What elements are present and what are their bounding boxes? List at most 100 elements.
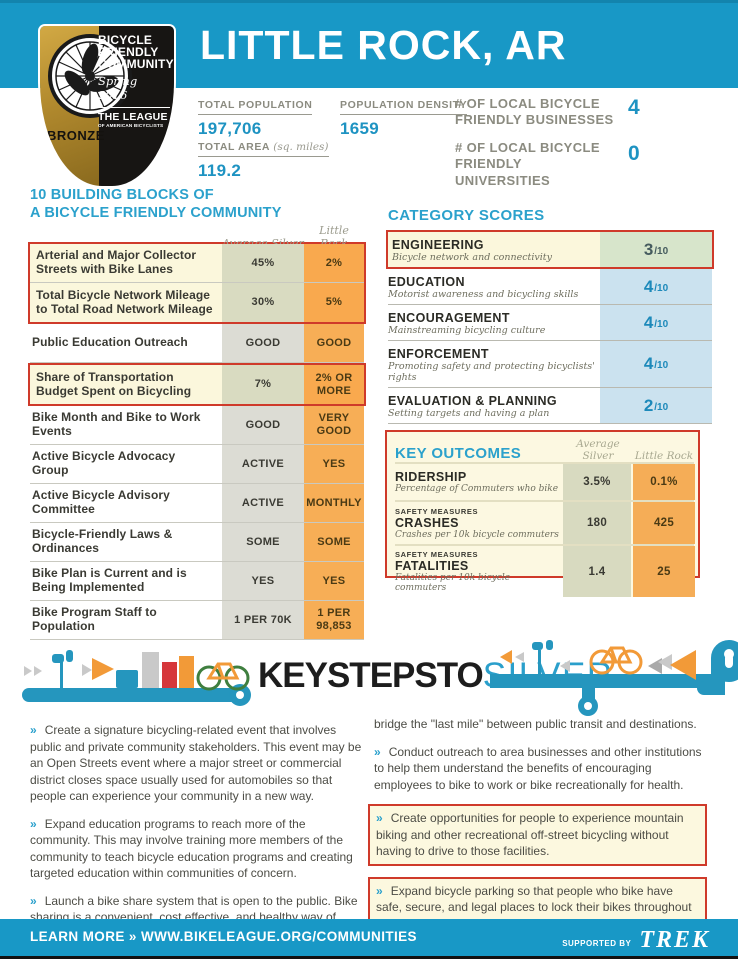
badge-word-community: COMMUNITY bbox=[98, 57, 174, 72]
outcome-row: SAFETY MEASURES CRASHES Crashes per 10k … bbox=[395, 500, 695, 544]
row-city-value: VERY GOOD bbox=[304, 406, 364, 445]
row-silver-value: YES bbox=[222, 562, 304, 601]
bicycle-wheel-icon bbox=[48, 34, 132, 118]
chevron-bullet-icon: » bbox=[30, 723, 37, 737]
table-row: Total Bicycle Network Mileage to Total R… bbox=[30, 283, 364, 323]
table-row: Arterial and Major Collector Streets wit… bbox=[30, 244, 364, 284]
footer-sponsor: SUPPORTED BY TREK bbox=[562, 927, 710, 954]
row-label: Public Education Outreach bbox=[32, 335, 188, 350]
outcome-subtitle: Fatalities per 10k bicycle commuters bbox=[395, 573, 511, 593]
row-label: Active Bicycle Advocacy Group bbox=[32, 449, 176, 478]
row-label: Active Bicycle Advisory Committee bbox=[32, 488, 170, 517]
category-score: 3/10 bbox=[600, 232, 712, 267]
row-city-value: 2% bbox=[304, 244, 364, 283]
category-label: ENFORCEMENT Promoting safety and protect… bbox=[388, 341, 600, 387]
row-label: Bike Month and Bike to Work Events bbox=[32, 410, 201, 439]
table-row: Active Bicycle Advisory Committee ACTIVE… bbox=[30, 484, 364, 524]
outcome-kicker: SAFETY MEASURES bbox=[395, 506, 479, 516]
building-blocks-table: 10 BUILDING BLOCKS OF A BICYCLE FRIENDLY… bbox=[28, 186, 366, 641]
outcome-label: SAFETY MEASURES CRASHES Crashes per 10k … bbox=[395, 502, 563, 544]
chevron-bullet-icon: » bbox=[30, 893, 37, 908]
step-paragraph-continuation: bridge the "last mile" between public tr… bbox=[374, 716, 707, 733]
category-subtitle: Mainstreaming bicycling culture bbox=[388, 325, 546, 336]
stat-label: TOTAL AREA (sq. miles) bbox=[198, 141, 329, 157]
banner-left-illustration-icon bbox=[22, 650, 251, 706]
row-city-value: SOME bbox=[304, 523, 364, 562]
badge-league-name: THE LEAGUE bbox=[98, 106, 170, 123]
highlight-group: Arterial and Major Collector Streets wit… bbox=[28, 242, 366, 325]
row-city-value: GOOD bbox=[304, 324, 364, 363]
step-paragraph: » Expand education programs to reach more… bbox=[30, 816, 363, 882]
outcome-silver-value: 1.4 bbox=[563, 546, 633, 597]
table-row: Bike Program Staff to Population 1 PER 7… bbox=[30, 601, 364, 641]
category-name: ENGINEERING bbox=[392, 238, 484, 252]
column-header-average-silver: Average Silver bbox=[576, 438, 620, 462]
category-score: 4/10 bbox=[600, 269, 712, 304]
step-text: Create a signature bicycling-related eve… bbox=[30, 723, 362, 804]
outcome-city-value: 25 bbox=[633, 546, 695, 597]
bottom-border bbox=[0, 956, 738, 959]
category-name: ENFORCEMENT bbox=[388, 347, 489, 361]
outcome-row: SAFETY MEASURES FATALITIES Fatalities pe… bbox=[395, 544, 695, 597]
banner-right-illustration-icon bbox=[490, 640, 738, 716]
chevron-bullet-icon: » bbox=[376, 811, 383, 826]
badge-league-subname: OF AMERICAN BICYCLISTS bbox=[98, 122, 164, 128]
stat-label: TOTAL POPULATION bbox=[198, 99, 313, 115]
step-text: Conduct outreach to area businesses and … bbox=[374, 744, 702, 792]
row-city-value: 2% OR MORE bbox=[304, 365, 364, 405]
badge-word-friendly: FRIENDLY bbox=[98, 45, 159, 60]
row-silver-value: 7% bbox=[222, 365, 304, 405]
outcome-name: CRASHES bbox=[395, 515, 459, 530]
row-silver-value: 1 PER 70K bbox=[222, 601, 304, 640]
step-text: Create opportunities for people to exper… bbox=[376, 811, 684, 859]
chevron-bullet-icon: » bbox=[374, 744, 381, 759]
footer-bar: LEARN MORE » WWW.BIKELEAGUE.ORG/COMMUNIT… bbox=[0, 919, 738, 956]
category-name: EDUCATION bbox=[388, 275, 465, 289]
category-row: ENFORCEMENT Promoting safety and protect… bbox=[388, 341, 712, 388]
stat-value: 1659 bbox=[340, 119, 380, 138]
page-title: LITTLE ROCK, AR bbox=[200, 22, 567, 68]
step-text: bridge the "last mile" between public tr… bbox=[374, 717, 697, 731]
outcome-subtitle: Percentage of Commuters who bike bbox=[395, 484, 559, 494]
footer-link[interactable]: WWW.BIKELEAGUE.ORG/COMMUNITIES bbox=[140, 929, 417, 944]
outcome-label: SAFETY MEASURES FATALITIES Fatalities pe… bbox=[395, 546, 563, 597]
bfc-award-badge: BICYCLE FRIENDLY COMMUNITY Spring 2016 T… bbox=[40, 26, 174, 186]
step-text: Expand education programs to reach more … bbox=[30, 816, 353, 881]
outcome-subtitle: Crashes per 10k bicycle commuters bbox=[395, 529, 559, 540]
key-outcomes-panel: KEY OUTCOMES Average Silver Little Rock … bbox=[385, 430, 700, 597]
building-blocks-column-headers: Average Silver Little Rock bbox=[30, 224, 364, 250]
row-city-value: YES bbox=[304, 562, 364, 601]
row-city-value: YES bbox=[304, 445, 364, 484]
stat-bfu-label: # OF LOCAL BICYCLE FRIENDLY UNIVERSITIES bbox=[455, 140, 600, 188]
row-silver-value: 30% bbox=[222, 283, 304, 323]
badge-award-level: BRONZE bbox=[47, 128, 105, 143]
category-label: ENGINEERING Bicycle network and connecti… bbox=[388, 232, 600, 267]
table-row: Bike Plan is Current and is Being Implem… bbox=[30, 562, 364, 602]
row-city-value: 1 PER 98,853 bbox=[304, 601, 364, 640]
stat-total-area: TOTAL AREA (sq. miles) 119.2 bbox=[198, 137, 329, 181]
footer-learn-more-label: LEARN MORE » bbox=[30, 929, 137, 944]
column-header-little-rock: Little Rock bbox=[634, 450, 694, 462]
category-row: ENGINEERING Bicycle network and connecti… bbox=[386, 230, 714, 269]
category-scores-title: CATEGORY SCORES bbox=[388, 207, 545, 224]
key-outcomes-header: KEY OUTCOMES Average Silver Little Rock bbox=[395, 438, 694, 462]
row-label: Bicycle-Friendly Laws & Ordinances bbox=[32, 527, 173, 556]
footer-learn-more: LEARN MORE » WWW.BIKELEAGUE.ORG/COMMUNIT… bbox=[30, 929, 417, 944]
stat-bfb-label: # OF LOCAL BICYCLE FRIENDLY BUSINESSES bbox=[455, 96, 614, 128]
badge-text-block: BICYCLE FRIENDLY COMMUNITY Spring 2016 T… bbox=[98, 34, 174, 128]
category-score: 4/10 bbox=[600, 341, 712, 387]
stat-value: 119.2 bbox=[198, 161, 242, 180]
row-city-value: 5% bbox=[304, 283, 364, 323]
table-row: Public Education Outreach GOOD GOOD bbox=[30, 324, 364, 364]
supported-by-label: SUPPORTED BY bbox=[562, 939, 632, 948]
trek-logo: TREK bbox=[639, 927, 710, 953]
stat-label-note: (sq. miles) bbox=[273, 141, 329, 153]
category-subtitle: Motorist awareness and bicycling skills bbox=[388, 289, 579, 300]
stat-value: 197,706 bbox=[198, 119, 262, 138]
highlight-group: Share of Transportation Budget Spent on … bbox=[28, 363, 366, 407]
category-subtitle: Promoting safety and protecting bicyclis… bbox=[388, 361, 595, 383]
category-subtitle: Setting targets and having a plan bbox=[388, 408, 550, 419]
outcome-name: RIDERSHIP bbox=[395, 470, 467, 484]
stat-bfu-value: 0 bbox=[628, 142, 640, 165]
